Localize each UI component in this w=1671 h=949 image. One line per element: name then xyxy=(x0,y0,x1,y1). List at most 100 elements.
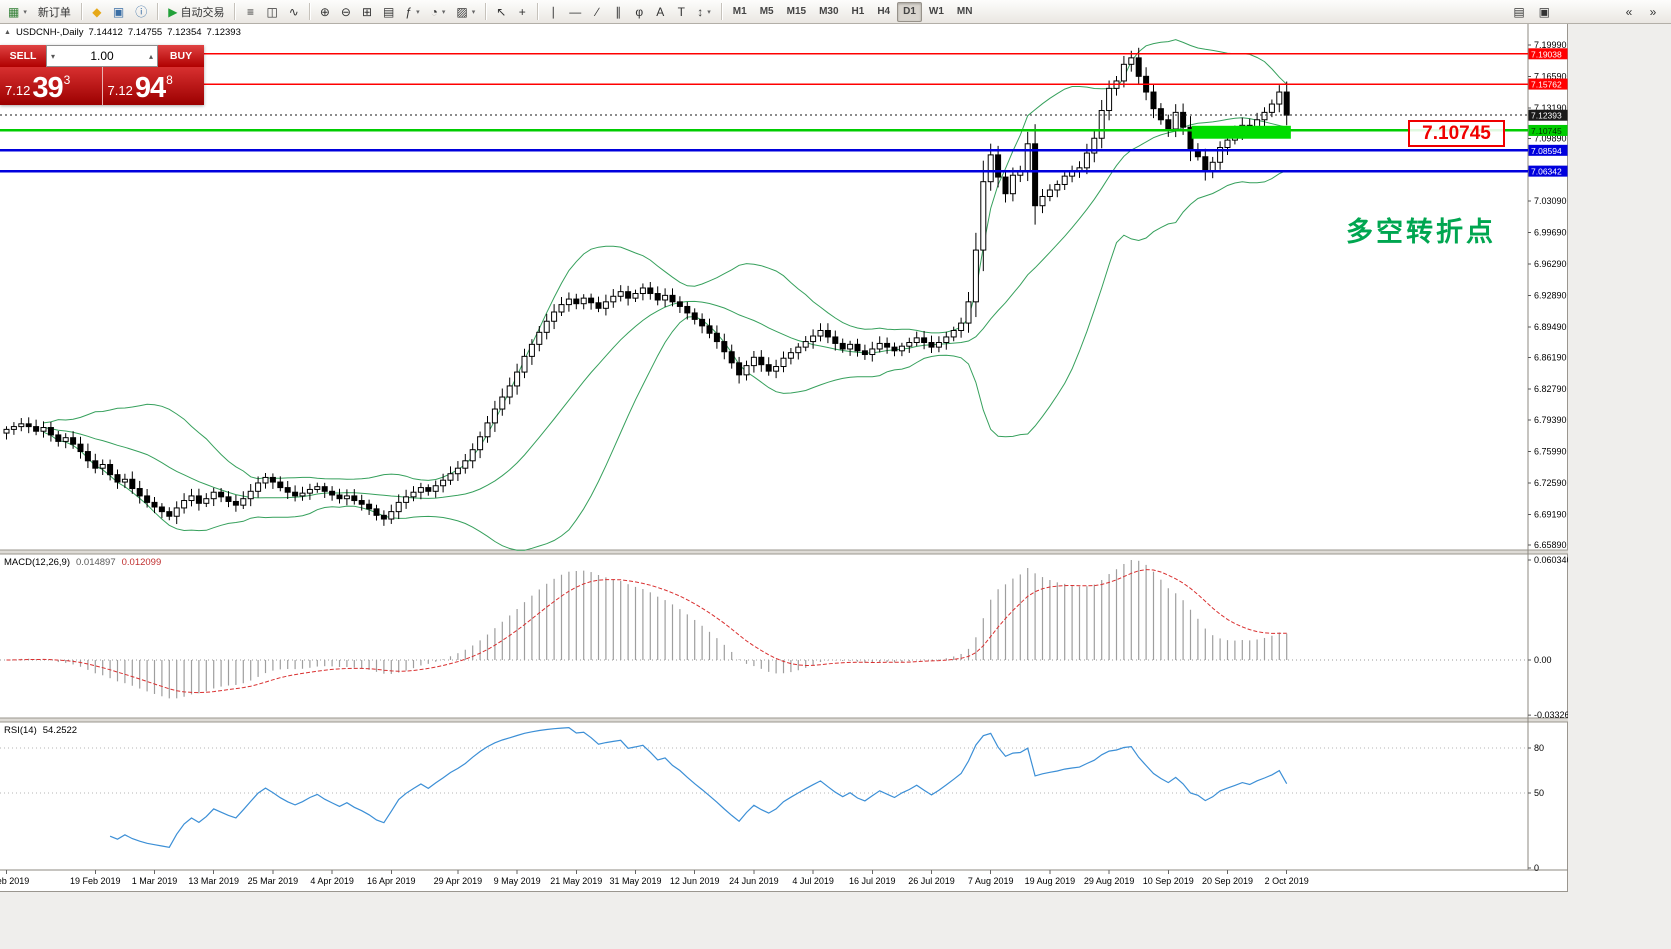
bar-chart-type-icon: ≡ xyxy=(246,4,254,19)
tf-m30-button[interactable]: M30 xyxy=(813,2,844,22)
trendline-button[interactable]: ∕ xyxy=(587,2,607,22)
fibonacci-button[interactable]: φ xyxy=(629,2,649,22)
zoom-in-button[interactable]: ⊕ xyxy=(315,2,335,22)
chart-window[interactable]: 7.199907.165907.131907.098907.064907.030… xyxy=(0,24,1568,892)
crosshair-icon: + xyxy=(518,4,526,19)
ask-price[interactable]: 7.12 94 8 xyxy=(101,67,204,105)
one-click-trading-panel: SELL ▾ 1.00 ▴ BUY 7.12 39 3 7.12 94 8 xyxy=(0,45,204,105)
ohlc-close: 7.12393 xyxy=(206,27,241,38)
price-axis-label: 7.09890 xyxy=(1534,133,1567,143)
chart-properties-button[interactable]: ▨ ▾ xyxy=(451,2,480,22)
tf-w1-button[interactable]: W1 xyxy=(923,2,950,22)
chevron-down-icon: ▾ xyxy=(23,8,27,16)
data-window-button[interactable]: ▤ xyxy=(1508,2,1529,22)
chart-symbol-header: ▲ USDCNH-,Daily 7.14412 7.14755 7.12354 … xyxy=(4,27,241,38)
chart-properties-icon: ▨ xyxy=(456,4,468,19)
svg-text:7.15762: 7.15762 xyxy=(1531,80,1562,90)
date-axis-label: 12 Jun 2019 xyxy=(670,876,720,886)
periods-icon: ◔ xyxy=(430,4,438,19)
crosshair-button[interactable]: + xyxy=(512,2,532,22)
date-axis-label: 4 Apr 2019 xyxy=(310,876,354,886)
cursor-button[interactable]: ↖ xyxy=(491,2,511,22)
tf-m5-button[interactable]: M5 xyxy=(754,2,780,22)
price-axis-label: 6.92890 xyxy=(1534,290,1567,300)
toolbar-options-button[interactable]: « xyxy=(1619,2,1639,22)
turning-point-annotation[interactable]: 多空转折点 xyxy=(1346,217,1496,247)
volume-down-icon[interactable]: ▾ xyxy=(51,51,56,61)
price-axis-label: 6.99690 xyxy=(1534,228,1567,238)
macd-label: MACD(12,26,9) 0.014897 0.012099 xyxy=(4,557,161,568)
tf-m15-button[interactable]: M15 xyxy=(781,2,812,22)
arrows-icon: ↕ xyxy=(697,4,704,19)
new-chart-button[interactable]: ▦ ▾ xyxy=(3,2,32,22)
tile-windows-button[interactable]: ⊞ xyxy=(357,2,377,22)
macd-axis-label: -0.033267 xyxy=(1534,710,1568,720)
toolbar-overflow-button[interactable]: » xyxy=(1643,2,1663,22)
charts-community-button[interactable]: ▣ xyxy=(108,2,129,22)
sell-button[interactable]: SELL xyxy=(0,45,46,67)
toolbar-separator xyxy=(234,3,236,20)
buy-button[interactable]: BUY xyxy=(158,45,204,67)
new-order-button[interactable]: 新订单 xyxy=(33,2,76,22)
periods-button[interactable]: ◔ ▾ xyxy=(426,2,451,22)
candle-chart-type-button[interactable]: ◫ xyxy=(261,2,282,22)
text-button[interactable]: A xyxy=(650,2,670,22)
trendline-icon: ∕ xyxy=(596,4,599,19)
arrows-button[interactable]: ↕ ▾ xyxy=(692,2,716,22)
price-axis-label: 6.72590 xyxy=(1534,478,1567,488)
price-axis-label: 6.65890 xyxy=(1534,540,1567,550)
tf-d1-button[interactable]: D1 xyxy=(897,1,922,22)
strategy-tester-button[interactable]: ▣ xyxy=(1534,2,1555,22)
date-axis-label: 24 Jun 2019 xyxy=(729,876,779,886)
info-button[interactable]: ⓘ xyxy=(130,2,152,22)
price-annotation-box[interactable]: 7.10745 xyxy=(1408,120,1505,147)
horizontal-line-button[interactable]: — xyxy=(564,2,586,22)
date-axis-label: 29 Apr 2019 xyxy=(434,876,483,886)
mq-logo-button[interactable]: ◆ xyxy=(87,2,107,22)
tf-d1-button-label: D1 xyxy=(903,6,916,17)
chevron-down-icon: ▾ xyxy=(707,8,711,16)
new-order-button-label: 新订单 xyxy=(37,6,71,19)
indicators-button[interactable]: ƒ ▾ xyxy=(400,2,424,22)
date-axis-label: 29 Aug 2019 xyxy=(1084,876,1135,886)
tf-h4-button[interactable]: H4 xyxy=(871,2,896,22)
zoom-out-button[interactable]: ⊖ xyxy=(336,2,356,22)
volume-stepper[interactable]: ▾ 1.00 ▴ xyxy=(46,45,158,67)
toolbar-separator xyxy=(720,3,722,20)
highlight-zone xyxy=(1191,125,1291,139)
macd-main-value: 0.014897 xyxy=(76,557,116,568)
ask-price-point: 8 xyxy=(166,73,173,87)
tf-mn-button[interactable]: MN xyxy=(951,2,979,22)
autotrade-button[interactable]: ▶ 自动交易 xyxy=(163,2,229,22)
toolbar-left: ▦ ▾ 新订单 ◆ ▣ ⓘ ▶ 自动交易 ≡ ◫ ∿ ⊕ ⊖ ⊞ ▤ ƒ ▾ ◔ ▾ ▨ ▾ ↖ + ∣ — ∕ ∥ φ A T ↕ ▾ M1 M… xyxy=(3,1,979,22)
indicators-icon: ƒ xyxy=(405,4,413,19)
line-chart-type-button[interactable]: ∿ xyxy=(284,2,304,22)
volume-up-icon[interactable]: ▴ xyxy=(148,51,153,61)
main-toolbar: ▦ ▾ 新订单 ◆ ▣ ⓘ ▶ 自动交易 ≡ ◫ ∿ ⊕ ⊖ ⊞ ▤ ƒ ▾ ◔ ▾ ▨ ▾ ↖ + ∣ — ∕ ∥ φ A T ↕ ▾ M1 M… xyxy=(0,0,1671,24)
new-chart-icon: ▦ xyxy=(8,4,20,19)
volume-value[interactable]: 1.00 xyxy=(90,49,114,63)
quote-panel-toggle-icon[interactable]: ▲ xyxy=(4,29,11,36)
ask-price-head: 7.12 xyxy=(107,83,133,98)
bid-price[interactable]: 7.12 39 3 xyxy=(0,67,102,105)
price-tag: 7.15762 xyxy=(1528,78,1568,90)
channel-button[interactable]: ∥ xyxy=(608,2,628,22)
price-axis-label: 6.86190 xyxy=(1534,352,1567,362)
svg-text:7.08594: 7.08594 xyxy=(1531,146,1562,156)
vertical-line-button[interactable]: ∣ xyxy=(543,2,563,22)
arrange-windows-button[interactable]: ▤ xyxy=(378,2,399,22)
tf-h1-button[interactable]: H1 xyxy=(846,2,871,22)
chevron-down-icon: ▾ xyxy=(471,8,476,16)
bar-chart-type-button[interactable]: ≡ xyxy=(240,2,260,22)
price-axis-label: 6.96290 xyxy=(1534,259,1567,269)
tf-h1-button-label: H1 xyxy=(851,6,865,17)
label-button[interactable]: T xyxy=(671,2,691,22)
tf-m1-button[interactable]: M1 xyxy=(727,2,753,22)
chart-canvas[interactable]: 7.199907.165907.131907.098907.064907.030… xyxy=(0,24,1568,892)
date-axis-label: 31 May 2019 xyxy=(609,876,661,886)
candle-chart-type-icon: ◫ xyxy=(266,4,278,19)
price-axis-label: 7.19990 xyxy=(1534,40,1567,50)
rsi-value: 54.2522 xyxy=(42,725,78,736)
price-tags: 7.19038 7.15762 7.12393 7.10745 7.08594 7.063… xyxy=(1528,48,1568,177)
tf-m5-button-label: M5 xyxy=(759,6,774,17)
